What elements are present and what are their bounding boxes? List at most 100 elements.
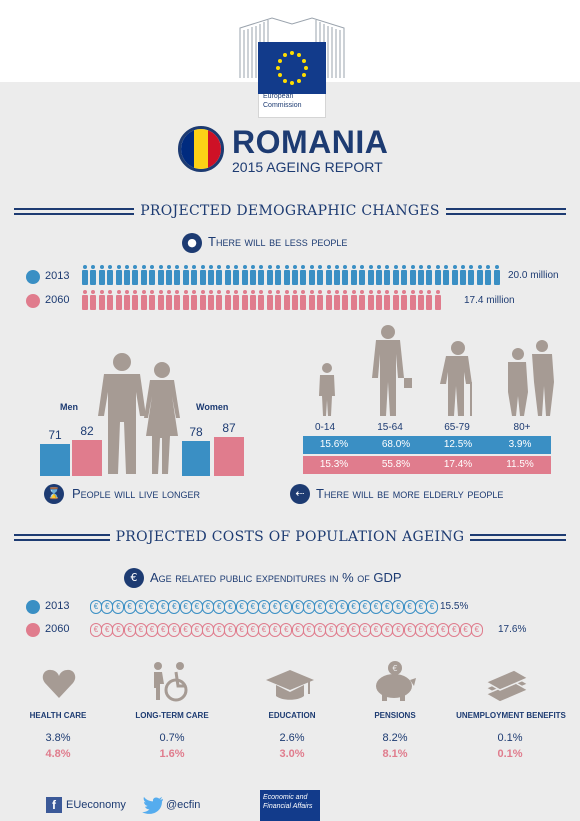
euro-coin-icon: € [101, 600, 114, 614]
person-icon [224, 265, 231, 285]
men-2060-value: 82 [80, 424, 94, 438]
person-icon [308, 265, 315, 285]
person-icon [476, 265, 483, 285]
category-long-term-care-label: LONG-TERM CARE [135, 711, 209, 720]
euro-coin-icon: € [112, 600, 125, 614]
category-health-care-label: HEALTH CARE [29, 711, 87, 720]
euro-coin-icon: € [168, 600, 181, 614]
person-icon [241, 290, 248, 310]
euro-coin-icon: € [358, 623, 371, 637]
category-unemployment-2013: 0.1% [497, 732, 523, 744]
person-icon [460, 265, 466, 285]
euro-coin-icon: € [403, 623, 416, 637]
euro-coin-icon: € [269, 623, 282, 637]
women-2060-value: 87 [222, 421, 236, 435]
person-icon [443, 265, 450, 285]
person-icon [174, 290, 181, 310]
men-2060-bar [72, 440, 102, 476]
euro-coin-icon: € [314, 600, 326, 614]
person-icon [90, 265, 97, 285]
euro-coin-icon: € [235, 600, 248, 614]
euro-coin-icon: € [179, 623, 192, 637]
person-icon [426, 265, 433, 285]
person-icon [233, 290, 240, 310]
euro-coin-icon: € [437, 623, 450, 637]
person-icon [376, 265, 382, 285]
category-health-care-2060: 4.8% [45, 748, 71, 760]
person-icon [250, 290, 256, 310]
age-cell: 17.4% [443, 459, 473, 470]
euro-coin-icon: € [426, 600, 438, 614]
euro-coin-icon: € [426, 623, 438, 637]
person-icon [418, 290, 424, 310]
person-icon [334, 290, 340, 310]
euro-coin-icon: € [280, 623, 293, 637]
person-icon [367, 265, 374, 285]
costs-coins-2060: € € € € € € € € € € € € € € € € € € € € € € € € € € € € € € € € € € € [90, 623, 490, 637]
section-demographics-title: PROJECTED DEMOGRAPHIC CHANGES [14, 203, 566, 219]
euro-coin-icon: € [202, 623, 214, 637]
person-icon [392, 290, 399, 310]
population-icons-2060 [82, 290, 502, 310]
euro-coin-icon: € [224, 623, 237, 637]
facebook-icon[interactable]: f [46, 797, 62, 813]
category-pensions-label: PENSIONS [374, 711, 416, 720]
population-year-2013: 2013 [45, 270, 70, 282]
euro-coin-icon: € [157, 600, 170, 614]
category-health-care-2013: 3.8% [45, 732, 71, 744]
person-icon [258, 290, 265, 310]
section-costs-header: PROJECTED COSTS OF POPULATION AGEING [14, 529, 566, 547]
category-long-term-care-2060: 1.6% [159, 748, 185, 760]
person-icon [350, 290, 357, 310]
person-icon [124, 265, 130, 285]
category-unemployment-2060: 0.1% [497, 748, 523, 760]
dg-line-1: Economic and [263, 794, 308, 801]
age-cell: 11.5% [506, 459, 534, 470]
year-2013-dot [26, 600, 40, 614]
person-icon [107, 265, 114, 285]
person-icon [115, 290, 122, 310]
age-cell: 55.8% [381, 459, 411, 470]
twitter-icon[interactable] [142, 796, 164, 814]
person-icon [384, 290, 391, 310]
person-icon [300, 265, 307, 285]
category-unemployment-label: UNEMPLOYMENT BENEFITS [456, 711, 566, 720]
elderly-couple-icon [508, 340, 554, 416]
person-icon [115, 265, 122, 285]
person-icon [157, 265, 164, 285]
euro-coin-icon: € [392, 600, 405, 614]
age-cell: 15.6% [319, 439, 349, 450]
person-icon [82, 265, 88, 285]
wheelchair-icon [154, 662, 188, 702]
person-icon [124, 290, 130, 310]
euro-coin-icon: € [246, 600, 259, 614]
person-icon [166, 290, 172, 310]
person-icon [283, 290, 290, 310]
person-icon [224, 290, 231, 310]
costs-heading: Age related public expenditures in % of … [150, 570, 402, 585]
category-pensions-2013: 8.2% [382, 732, 408, 744]
person-icon [409, 290, 416, 310]
population-year-2060: 2060 [45, 294, 70, 306]
page-title: ROMANIA [232, 124, 389, 160]
life-expectancy-heading: People will live longer [72, 486, 201, 501]
person-icon [90, 290, 97, 310]
age-row-2060: 15.3% 55.8% 17.4% 11.5% [303, 456, 551, 474]
euro-coin-icon: € [414, 623, 427, 637]
person-icon [367, 290, 374, 310]
category-pensions-2060: 8.1% [382, 748, 408, 760]
person-icon [157, 290, 164, 310]
person-icon [166, 265, 172, 285]
population-value-2013: 20.0 million [508, 270, 559, 281]
age-row-2013: 15.6% 68.0% 12.5% 3.9% [303, 436, 551, 454]
person-icon [191, 290, 198, 310]
age-group-2-label: 65-79 [444, 422, 470, 433]
person-icon [266, 265, 273, 285]
population-icons-2013 [82, 265, 502, 285]
euro-coin-icon: € [358, 600, 371, 614]
twitter-handle-link[interactable]: @ecfin [166, 799, 201, 811]
person-icon [317, 265, 324, 285]
facebook-handle-link[interactable]: EUeconomy [66, 799, 126, 811]
year-2013-dot [26, 270, 40, 284]
romania-flag-icon [178, 126, 224, 172]
